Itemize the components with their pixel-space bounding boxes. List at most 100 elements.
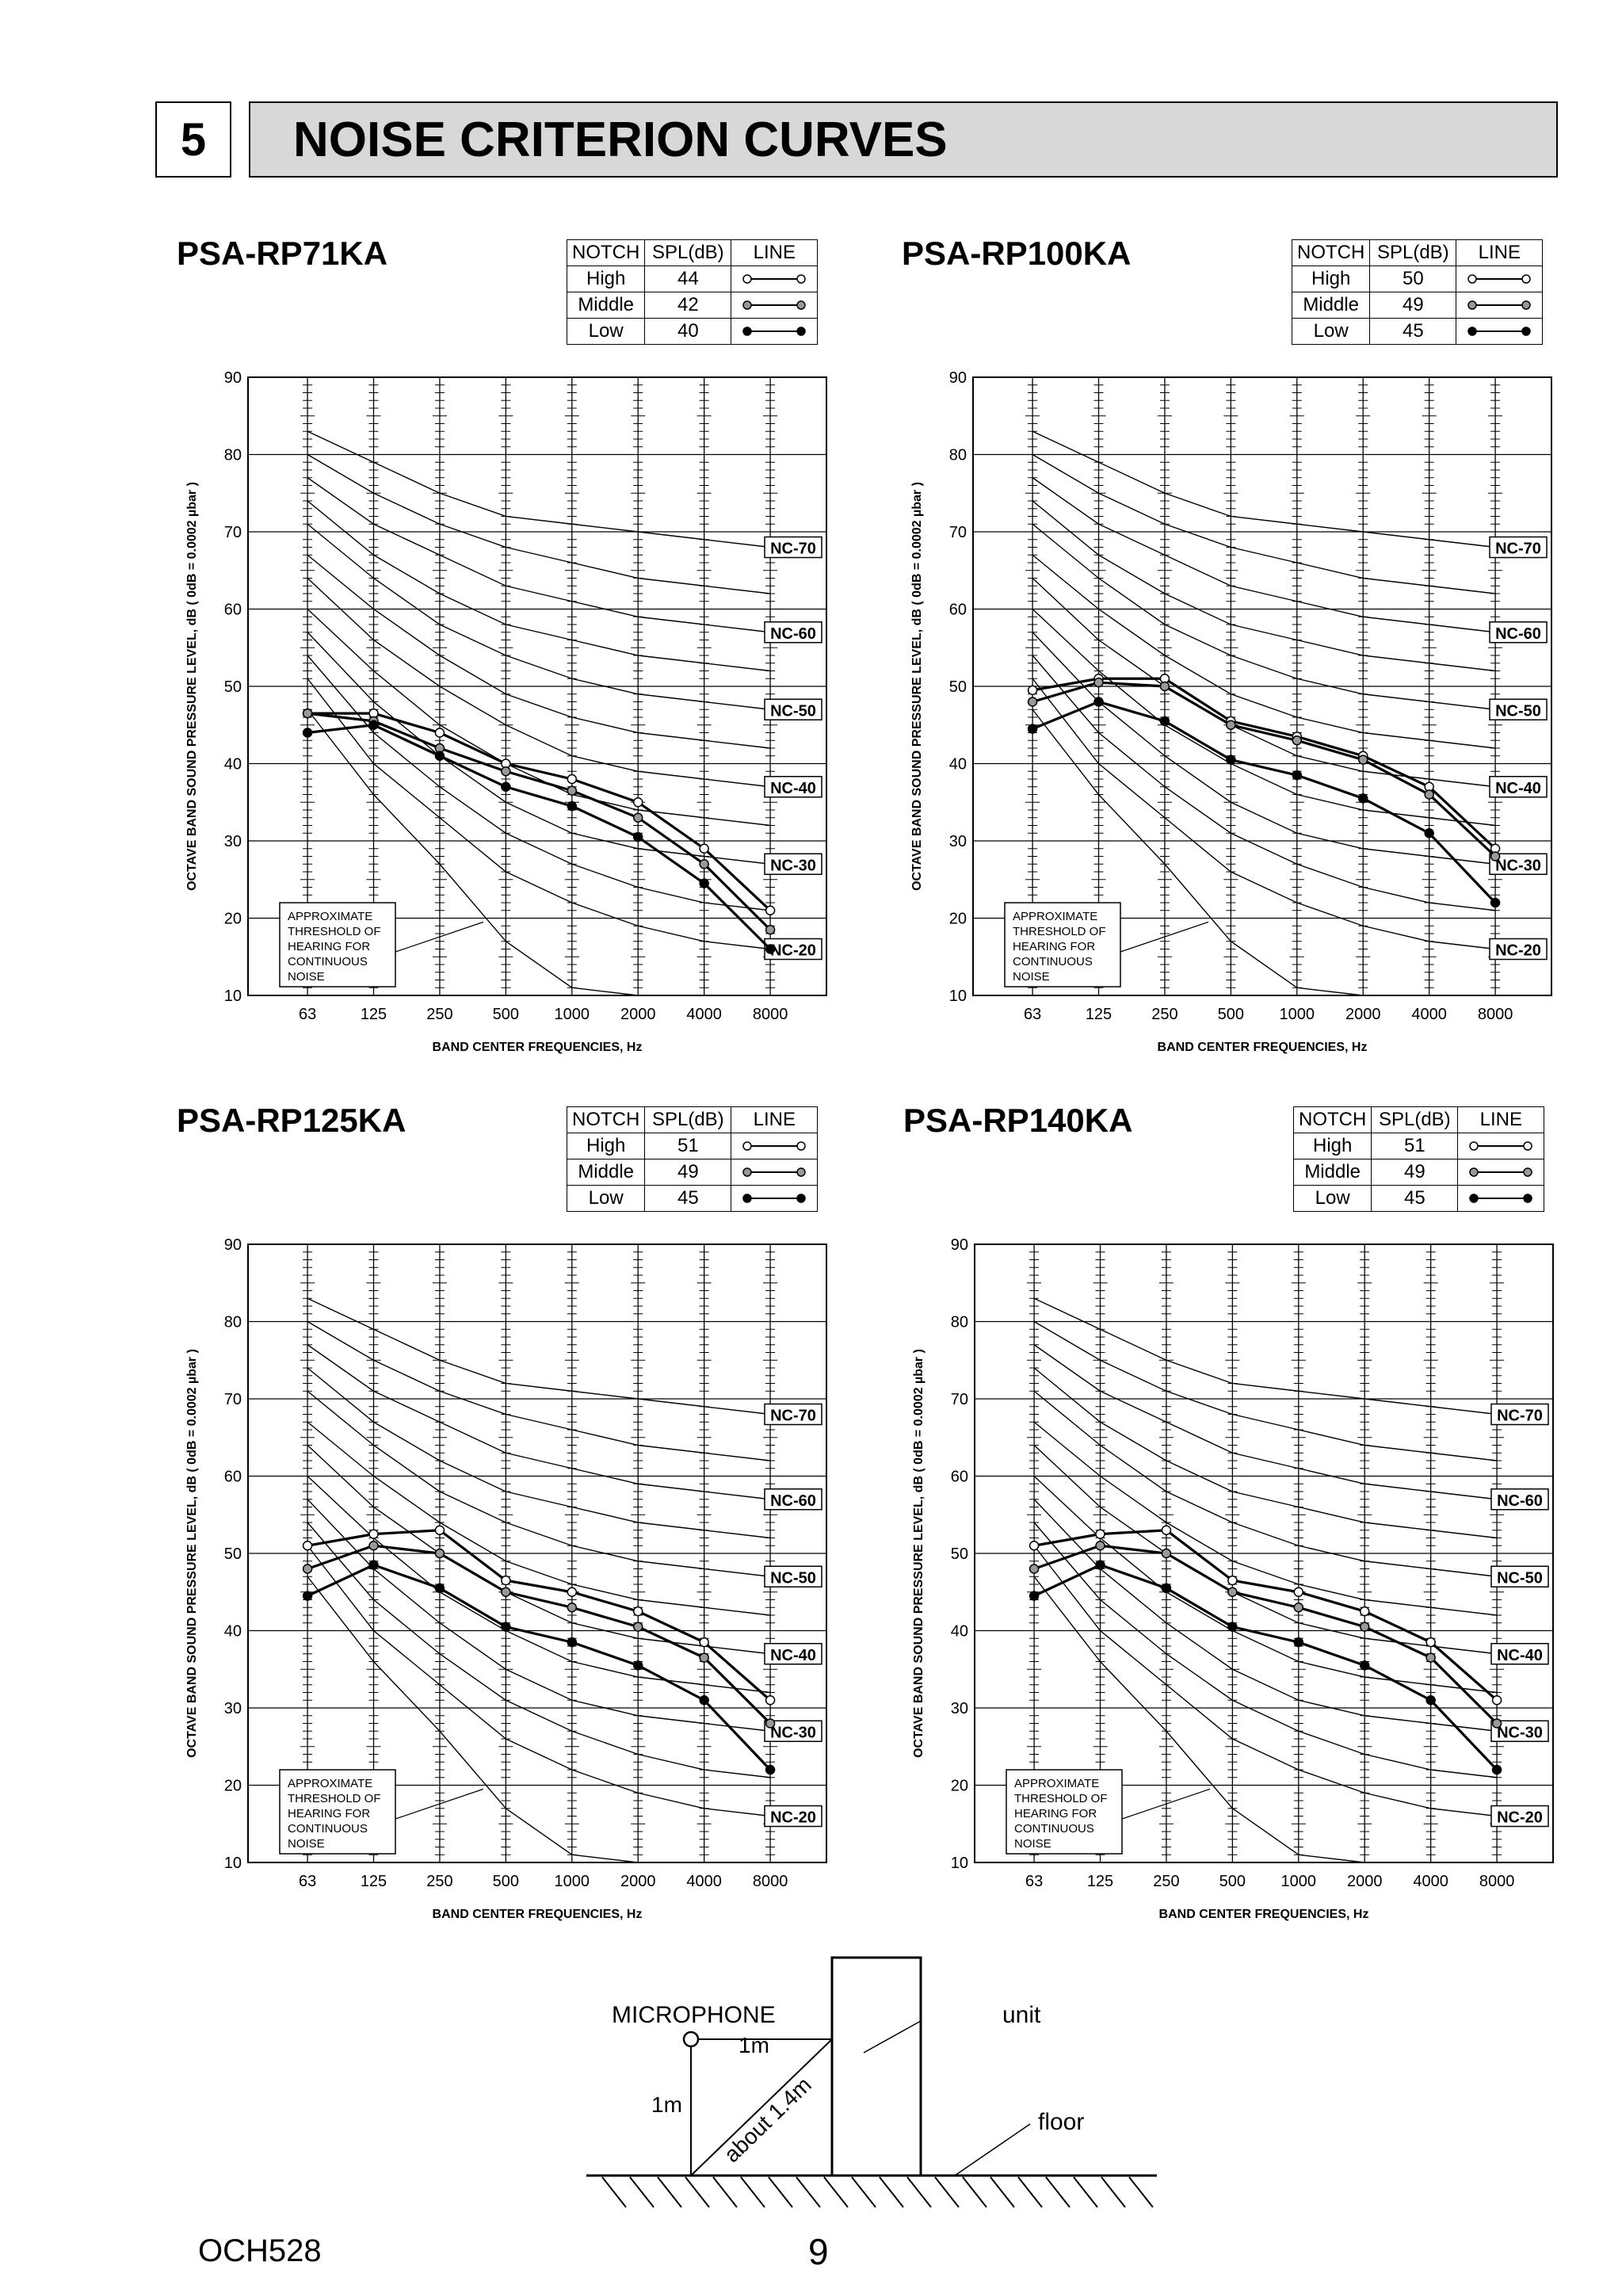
- x-tick-label: 250: [426, 1006, 452, 1023]
- threshold-note-box: [279, 902, 396, 988]
- series-line-middle: [307, 712, 772, 931]
- horizontal-distance-label: 1m: [738, 2033, 769, 2057]
- x-tick-label: 8000: [753, 1873, 788, 1890]
- legend-line-marker: [1456, 266, 1544, 292]
- page-number: 9: [808, 2231, 829, 2272]
- data-point-high: [567, 1587, 578, 1597]
- nc-curve-nc-30: [1032, 632, 1496, 865]
- y-tick-label: 30: [224, 1700, 242, 1717]
- x-tick-label: 250: [426, 1873, 452, 1890]
- y-tick-label: 30: [224, 833, 242, 850]
- y-tick-label: 90: [224, 1236, 242, 1254]
- nc-curve-nc-35: [1032, 608, 1496, 827]
- notch-legend-table: NOTCH SPL(dB) LINE High 51 Middle 49 Low 45: [1292, 1106, 1545, 1212]
- legend-spl: 44: [644, 266, 732, 292]
- nc-label-box: [764, 621, 822, 644]
- legend-spl: 49: [1369, 292, 1457, 319]
- section-title-text: NOISE CRITERION CURVES: [293, 112, 948, 167]
- data-point-high: [1293, 1587, 1304, 1597]
- nc-curve-nc-25: [307, 655, 771, 911]
- nc-curve-nc-65: [1032, 453, 1496, 594]
- threshold-note-line: HEARING FOR: [1013, 940, 1095, 953]
- nc-label: NC-50: [770, 1569, 816, 1587]
- threshold-note-leader: [1120, 921, 1209, 953]
- nc-label: NC-40: [770, 1647, 816, 1664]
- nc-curve-nc-55: [307, 500, 771, 672]
- legend-spl: 40: [644, 318, 732, 345]
- measurement-diagram: MICROPHONE unit floor 1m 1m about 1.4m: [586, 1956, 1157, 2208]
- nc-label: NC-30: [770, 857, 816, 874]
- x-tick-label: 8000: [753, 1006, 788, 1023]
- data-point-low: [632, 831, 643, 842]
- data-point-middle: [632, 1622, 643, 1632]
- data-point-low: [699, 1695, 709, 1706]
- nc-curve-nc-20: [307, 678, 771, 950]
- y-tick-label: 10: [224, 1855, 242, 1872]
- data-point-middle: [1027, 697, 1038, 707]
- nc-label: NC-60: [770, 625, 816, 643]
- y-axis-label: OCTAVE BAND SOUND PRESSURE LEVEL, dB ( 0…: [912, 1349, 925, 1758]
- nc-label-box: [764, 698, 822, 720]
- y-tick-label: 70: [224, 524, 242, 541]
- data-point-low: [765, 1764, 776, 1775]
- vertical-distance-label: 1m: [651, 2092, 682, 2117]
- nc-curve-nc-45: [1033, 1421, 1498, 1616]
- x-tick-label: 1000: [555, 1006, 590, 1023]
- legend-notch: Middle: [566, 1159, 646, 1186]
- minor-ticks: [1423, 1251, 1438, 1855]
- x-tick-label: 1000: [1281, 1873, 1317, 1890]
- legend-spl: 51: [1371, 1133, 1459, 1159]
- legend-header-spl: SPL(dB): [644, 1106, 732, 1133]
- data-point-high: [302, 1541, 313, 1551]
- data-point-middle: [1357, 755, 1368, 765]
- threshold-note-line: NOISE: [288, 970, 325, 984]
- y-tick-label: 10: [224, 988, 242, 1005]
- legend-notch: Middle: [1291, 292, 1371, 319]
- data-point-middle: [1226, 720, 1236, 730]
- data-point-high: [1161, 1525, 1172, 1535]
- data-point-low: [1027, 724, 1038, 734]
- series-line-high: [1033, 1529, 1498, 1702]
- series-line-low: [1033, 1563, 1498, 1771]
- data-point-high: [699, 843, 709, 854]
- nc-label: NC-20: [1495, 942, 1541, 960]
- nc-curve-nc-55: [1033, 1367, 1498, 1539]
- legend-header-spl: SPL(dB): [1371, 1106, 1459, 1133]
- nc-label: NC-60: [1495, 625, 1541, 643]
- legend-notch: Low: [566, 1185, 646, 1212]
- x-tick-label: 2000: [620, 1006, 656, 1023]
- nc-curve-nc-45: [307, 1421, 771, 1616]
- data-point-middle: [368, 1541, 379, 1551]
- nc-label-box: [1490, 1403, 1549, 1426]
- nc-label-box: [1489, 776, 1548, 798]
- data-point-low: [567, 1637, 578, 1648]
- series-line-middle: [307, 1544, 772, 1725]
- nc-curve-nc-40: [307, 1444, 771, 1655]
- data-point-high: [434, 728, 445, 738]
- y-tick-label: 20: [224, 1778, 242, 1795]
- legend-notch: Low: [1291, 318, 1371, 345]
- legend-spl: 42: [644, 292, 732, 319]
- nc-curve-nc-40: [307, 577, 771, 788]
- nc-curve-nc-70: [1033, 1297, 1498, 1415]
- nc-curve-nc-70: [1032, 430, 1496, 548]
- floor-leader: [954, 2123, 1031, 2176]
- data-point-middle: [1093, 677, 1104, 688]
- threshold-note-line: CONTINUOUS: [1014, 1822, 1094, 1836]
- model-title: PSA-RP100KA: [902, 235, 1132, 272]
- data-point-low: [1159, 716, 1170, 727]
- legend-line-marker: [1456, 318, 1544, 345]
- nc-label-box: [1489, 938, 1548, 961]
- legend-spl: 45: [1371, 1185, 1459, 1212]
- x-tick-label: 4000: [686, 1006, 722, 1023]
- notch-legend-table: NOTCH SPL(dB) LINE High 44 Middle 42 Low 40: [566, 239, 819, 345]
- y-tick-label: 60: [224, 602, 242, 619]
- x-tick-label: 500: [1218, 1006, 1244, 1023]
- y-tick-label: 50: [951, 1545, 968, 1563]
- data-point-middle: [632, 812, 643, 823]
- data-point-high: [765, 1695, 776, 1706]
- data-point-low: [1424, 828, 1434, 839]
- legend-line-marker: [731, 1185, 819, 1212]
- legend-spl: 49: [644, 1159, 732, 1186]
- data-point-low: [302, 728, 313, 738]
